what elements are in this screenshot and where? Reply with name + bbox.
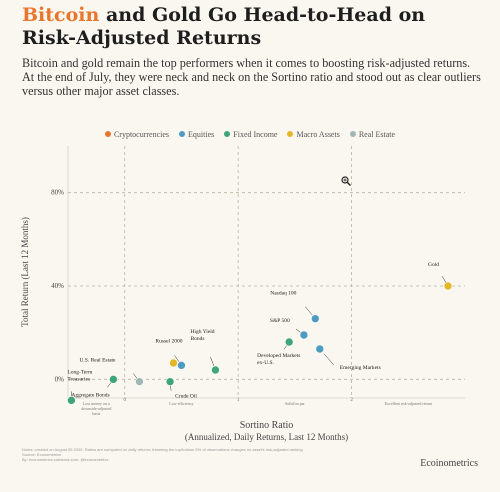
point-label: High Yield Bonds: [190, 329, 214, 342]
x-tick-label: 0: [123, 398, 126, 403]
scatter-plot: 0% 40% 80% 0 1 2 Lost money on a downside-adjus…: [20, 140, 465, 442]
legend-label: Cryptocurrencies: [113, 129, 170, 139]
point-label: Gold: [428, 262, 439, 268]
legend-dot: [349, 131, 356, 137]
legend-dot: [287, 131, 294, 137]
data-point: [310, 314, 320, 323]
x-tick-label: 1: [237, 398, 240, 403]
brand-name: Ecoinometrics: [420, 458, 478, 469]
footnote-byline: By: econometrics.substack.com, @economet…: [22, 457, 109, 462]
legend-dot: [224, 131, 231, 137]
point-label: Aggregate Bonds: [71, 392, 109, 398]
point-leader-line: [174, 355, 180, 363]
legend-item: Real Estate: [349, 129, 396, 139]
point-label: Crude Oil: [175, 394, 197, 400]
x-band-label: Solid/on par: [285, 401, 305, 406]
data-point: [169, 358, 178, 368]
legend-label: Macro Assets: [296, 129, 340, 139]
legend-label: Equities: [188, 129, 215, 139]
y-axis-title: Total Return (Last 12 Months): [20, 217, 30, 327]
footnote-notes: Notes: created on August 05 2025. Ratios…: [22, 447, 303, 452]
data-point: [67, 396, 76, 405]
chart-title: Bitcoin and Gold Go Head-to-Head on Risk…: [22, 4, 482, 50]
data-point: [211, 365, 220, 375]
footnote: Notes: created on August 05 2025. Ratios…: [22, 447, 382, 462]
point-label: S&P 500: [270, 318, 290, 324]
data-point: [299, 330, 309, 340]
point-leader-line: [323, 353, 334, 366]
point-label: Bitcoin: [408, 140, 424, 142]
y-tick-label: 80%: [51, 189, 64, 197]
legend-dot: [104, 131, 111, 137]
data-point: [284, 337, 294, 347]
point-leader-line: [305, 306, 313, 316]
y-tick-label: 40%: [51, 282, 64, 290]
title-accent: Bitcoin: [22, 4, 100, 26]
legend: Cryptocurrencies Equities Fixed Income Macr…: [0, 127, 500, 141]
point-label: Developed Markets ex-U.S.: [257, 353, 300, 366]
x-axis-subtitle: (Annualized, Daily Returns, Last 12 Mont…: [185, 432, 348, 442]
legend-item: Cryptocurrencies: [104, 129, 170, 139]
point-leader-line: [210, 356, 215, 367]
data-point: [177, 361, 186, 370]
data-point: [165, 377, 175, 386]
legend-dot: [179, 131, 186, 137]
legend-item: Macro Assets: [287, 129, 340, 139]
x-axis-title: Sortino Ratio: [240, 420, 294, 431]
legend-label: Real Estate: [358, 129, 396, 139]
point-label: Emerging Markets: [340, 365, 381, 371]
chart-subtitle: Bitcoin and gold remain the top performe…: [22, 56, 481, 98]
x-tick-label: 2: [350, 398, 353, 403]
point-label: Nasdaq 100: [270, 291, 296, 297]
legend-item: Equities: [179, 130, 214, 139]
zoom-cursor-icon: [341, 176, 351, 186]
data-point: [135, 377, 144, 386]
point-label: Long-Term Treasuries: [67, 369, 93, 382]
point-label: Russel 2000: [155, 338, 182, 344]
title-line2: Risk-Adjusted Returns: [22, 27, 262, 49]
data-point: [315, 344, 325, 354]
point-leader-line: [441, 275, 447, 284]
data-point: [443, 281, 453, 291]
title-rest: and Gold Go Head-to-Head on: [99, 4, 426, 26]
footnote-source: Source: Econometrics: [22, 452, 62, 457]
legend-item: Fixed Income: [224, 130, 277, 139]
x-band-label: Excellent risk-adjusted return: [385, 401, 432, 406]
x-band-label: Low efficiency: [169, 401, 193, 406]
legend-label: Fixed Income: [233, 129, 278, 139]
y-tick-label: 0%: [55, 375, 65, 383]
x-band-label: Lost money on a downside-adjusted basis: [81, 401, 111, 416]
data-point: [109, 375, 118, 384]
point-label: U.S. Real Estate: [79, 358, 116, 364]
